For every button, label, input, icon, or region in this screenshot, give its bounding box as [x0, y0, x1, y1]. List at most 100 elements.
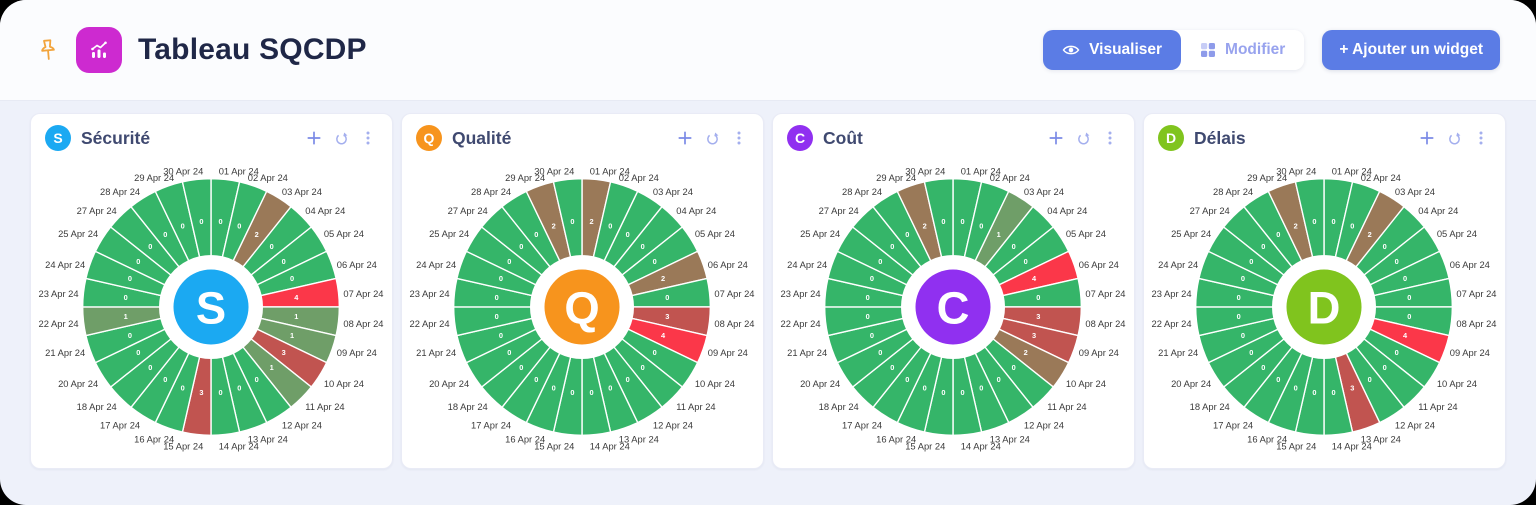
segment-value-label: 0 [570, 217, 574, 226]
segment-value-label: 0 [653, 348, 657, 357]
delais-status-wheel-chart: 0 01 Apr 24 0 02 Apr 24 2 03 Apr 24 0 04 Apr 24… [1152, 167, 1497, 452]
date-label: 20 Apr 24 [800, 379, 840, 389]
segment-value-label: 0 [590, 388, 594, 397]
add-widget-button[interactable]: + Ajouter un widget [1322, 30, 1500, 70]
date-label: 03 Apr 24 [1024, 187, 1064, 197]
date-label: 06 Apr 24 [708, 260, 748, 270]
segment-value-label: 0 [270, 242, 274, 251]
date-label: 17 Apr 24 [842, 421, 882, 431]
date-label: 15 Apr 24 [534, 441, 574, 451]
segment-value-label: 0 [499, 274, 503, 283]
widget-card-cout: C Coût 0 01 Apr 24 0 02 Apr 24 1 03 Apr 24 0 04… [772, 113, 1135, 469]
segment-value-label: 0 [1012, 363, 1016, 372]
date-label: 08 Apr 24 [714, 319, 754, 329]
widget-add-button[interactable] [1416, 127, 1438, 149]
date-label: 21 Apr 24 [1158, 348, 1198, 358]
modifier-label: Modifier [1225, 41, 1286, 58]
segment-value-label: 0 [1276, 375, 1280, 384]
pin-button[interactable] [36, 37, 60, 64]
widget-add-button[interactable] [303, 127, 325, 149]
segment-value-label: 0 [282, 257, 286, 266]
date-label: 30 Apr 24 [534, 167, 574, 177]
date-label: 17 Apr 24 [100, 421, 140, 431]
visualiser-button[interactable]: Visualiser [1043, 30, 1182, 70]
segment-value-label: 4 [1032, 274, 1037, 283]
date-label: 18 Apr 24 [77, 402, 117, 412]
widget-add-button[interactable] [1045, 127, 1067, 149]
widget-menu-button[interactable] [728, 127, 750, 149]
date-label: 14 Apr 24 [1332, 441, 1372, 451]
widget-refresh-button[interactable] [330, 127, 352, 149]
segment-value-label: 0 [163, 375, 167, 384]
segment-value-label: 0 [219, 388, 223, 397]
segment-value-label: 2 [590, 217, 594, 226]
segment-value-label: 0 [1024, 257, 1028, 266]
date-label: 18 Apr 24 [448, 402, 488, 412]
modifier-button[interactable]: Modifier [1181, 30, 1305, 70]
widget-menu-button[interactable] [1470, 127, 1492, 149]
widget-menu-button[interactable] [1099, 127, 1121, 149]
segment-value-label: 0 [1383, 242, 1387, 251]
date-label: 24 Apr 24 [45, 260, 85, 270]
segment-value-label: 4 [1403, 331, 1408, 340]
segment-value-label: 0 [961, 217, 965, 226]
segment-value-label: 4 [661, 331, 666, 340]
widget-title: Coût [823, 127, 863, 148]
widget-refresh-button[interactable] [1443, 127, 1465, 149]
dashboard-app-icon [76, 27, 122, 73]
page-title: Tableau SQCDP [138, 33, 367, 66]
segment-value-label: 0 [923, 384, 927, 393]
widget-refresh-button[interactable] [701, 127, 723, 149]
center-letter: D [1308, 282, 1341, 333]
date-label: 30 Apr 24 [1276, 167, 1316, 177]
segment-value-label: 0 [534, 230, 538, 239]
date-label: 08 Apr 24 [1456, 319, 1496, 329]
kebab-menu-icon [737, 131, 741, 145]
center-letter-circle [915, 269, 991, 345]
segment-30-Apr-24[interactable] [1294, 177, 1325, 258]
date-label: 16 Apr 24 [134, 435, 174, 445]
segment-value-label: 0 [237, 221, 241, 230]
segment-value-label: 0 [941, 217, 945, 226]
refresh-icon [335, 132, 347, 145]
segment-value-label: 0 [665, 293, 669, 302]
date-label: 22 Apr 24 [1152, 319, 1192, 329]
widget-title: Qualité [452, 127, 512, 148]
widget-header: S Sécurité [31, 114, 392, 151]
segment-value-label: 2 [552, 221, 556, 230]
date-label: 10 Apr 24 [1066, 379, 1106, 389]
segment-value-label: 3 [1036, 312, 1040, 321]
date-label: 11 Apr 24 [676, 402, 715, 412]
segment-value-label: 2 [1368, 230, 1372, 239]
date-label: 13 Apr 24 [990, 435, 1030, 445]
visualiser-label: Visualiser [1089, 41, 1163, 58]
date-label: 16 Apr 24 [876, 435, 916, 445]
date-label: 16 Apr 24 [1247, 435, 1287, 445]
segment-30-Apr-24[interactable] [552, 177, 583, 258]
date-label: 02 Apr 24 [248, 173, 288, 183]
segment-value-label: 0 [1383, 363, 1387, 372]
segment-value-label: 0 [890, 363, 894, 372]
view-mode-toggle: Visualiser Modifier [1043, 30, 1305, 70]
segment-value-label: 0 [1395, 257, 1399, 266]
segment-30-Apr-24[interactable] [181, 177, 212, 258]
segment-value-label: 0 [866, 293, 870, 302]
date-label: 15 Apr 24 [1276, 441, 1316, 451]
widget-menu-button[interactable] [357, 127, 379, 149]
widget-refresh-button[interactable] [1072, 127, 1094, 149]
date-label: 23 Apr 24 [1152, 289, 1192, 299]
segment-value-label: 0 [1332, 388, 1336, 397]
segment-value-label: 0 [181, 384, 185, 393]
kebab-menu-icon [1479, 131, 1483, 145]
widget-add-button[interactable] [674, 127, 696, 149]
date-label: 23 Apr 24 [39, 289, 79, 299]
date-label: 25 Apr 24 [1171, 229, 1211, 239]
center-letter: Q [564, 282, 599, 333]
segment-value-label: 0 [1407, 293, 1411, 302]
date-label: 30 Apr 24 [163, 167, 203, 177]
segment-30-Apr-24[interactable] [923, 177, 954, 258]
date-label: 07 Apr 24 [343, 289, 383, 299]
segment-value-label: 0 [1294, 384, 1298, 393]
segment-value-label: 4 [294, 293, 299, 302]
segment-value-label: 0 [608, 384, 612, 393]
